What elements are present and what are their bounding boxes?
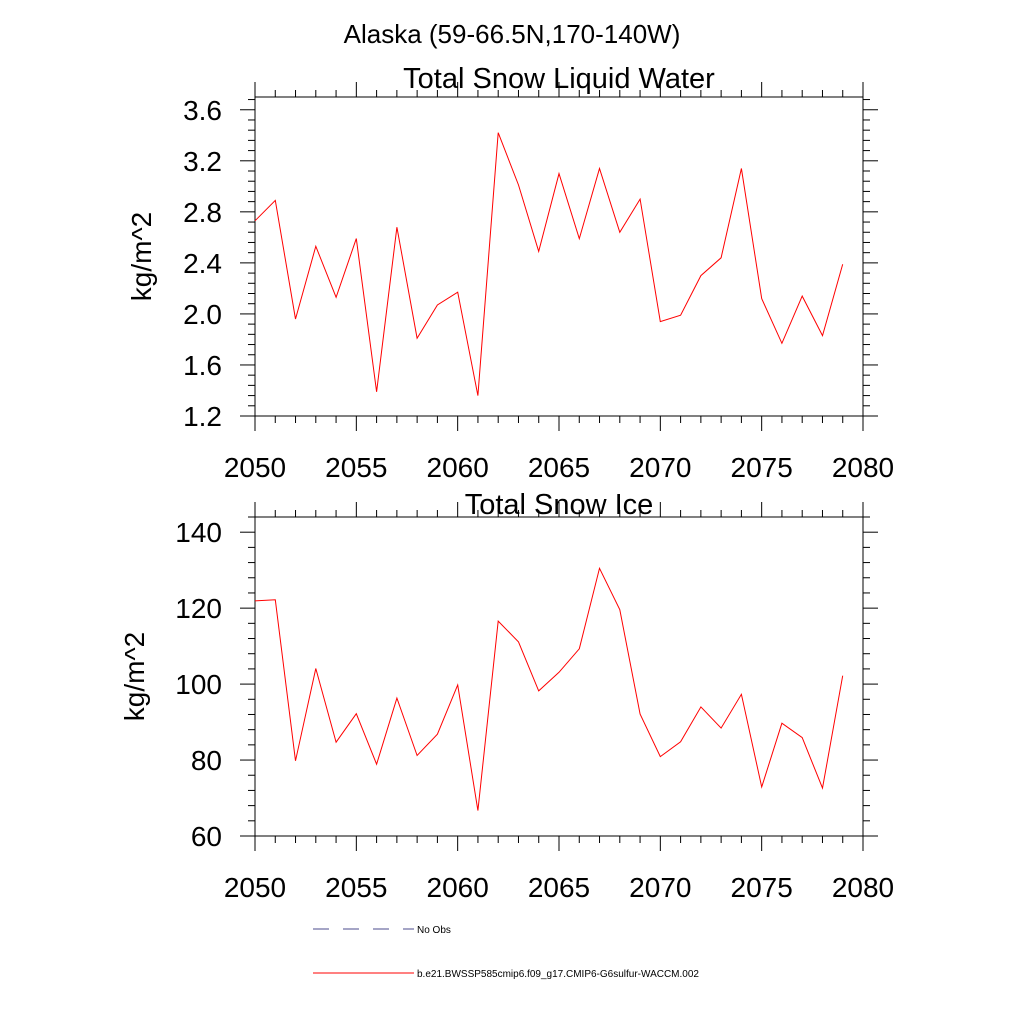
x-tick-label: 2080 (832, 872, 894, 903)
y-tick-label: 100 (175, 669, 222, 700)
y-tick-label: 80 (191, 745, 222, 776)
x-tick-label: 2050 (224, 452, 286, 483)
x-tick-label: 2055 (325, 872, 387, 903)
page-title: Alaska (59-66.5N,170-140W) (344, 19, 681, 49)
x-tick-label: 2075 (731, 872, 793, 903)
y-tick-label: 2.0 (183, 299, 222, 330)
x-tick-label: 2060 (427, 452, 489, 483)
legend: No Obs b.e21.BWSSP585cmip6.f09_g17.CMIP6-… (313, 925, 699, 980)
x-tick-label: 2080 (832, 452, 894, 483)
y-axis-label: kg/m^2 (119, 632, 150, 721)
x-tick-label: 2050 (224, 872, 286, 903)
x-tick-label: 2070 (629, 452, 691, 483)
x-tick-label: 2075 (731, 452, 793, 483)
y-tick-label: 60 (191, 821, 222, 852)
legend-label: b.e21.BWSSP585cmip6.f09_g17.CMIP6-G6sulf… (417, 969, 699, 980)
y-tick-label: 3.6 (183, 95, 222, 126)
series-line (254, 566, 844, 811)
x-tick-label: 2060 (427, 872, 489, 903)
y-tick-label: 140 (175, 517, 222, 548)
y-tick-label: 2.8 (183, 197, 222, 228)
series-line (254, 132, 844, 396)
legend-label: No Obs (417, 925, 451, 936)
y-tick-label: 2.4 (183, 248, 222, 279)
x-tick-label: 2065 (528, 452, 590, 483)
x-tick-label: 2070 (629, 872, 691, 903)
x-tick-label: 2065 (528, 872, 590, 903)
y-tick-label: 1.6 (183, 350, 222, 381)
x-tick-label: 2055 (325, 452, 387, 483)
y-tick-label: 120 (175, 593, 222, 624)
y-tick-label: 3.2 (183, 146, 222, 177)
y-tick-label: 1.2 (183, 401, 222, 432)
y-axis-label: kg/m^2 (126, 212, 157, 301)
